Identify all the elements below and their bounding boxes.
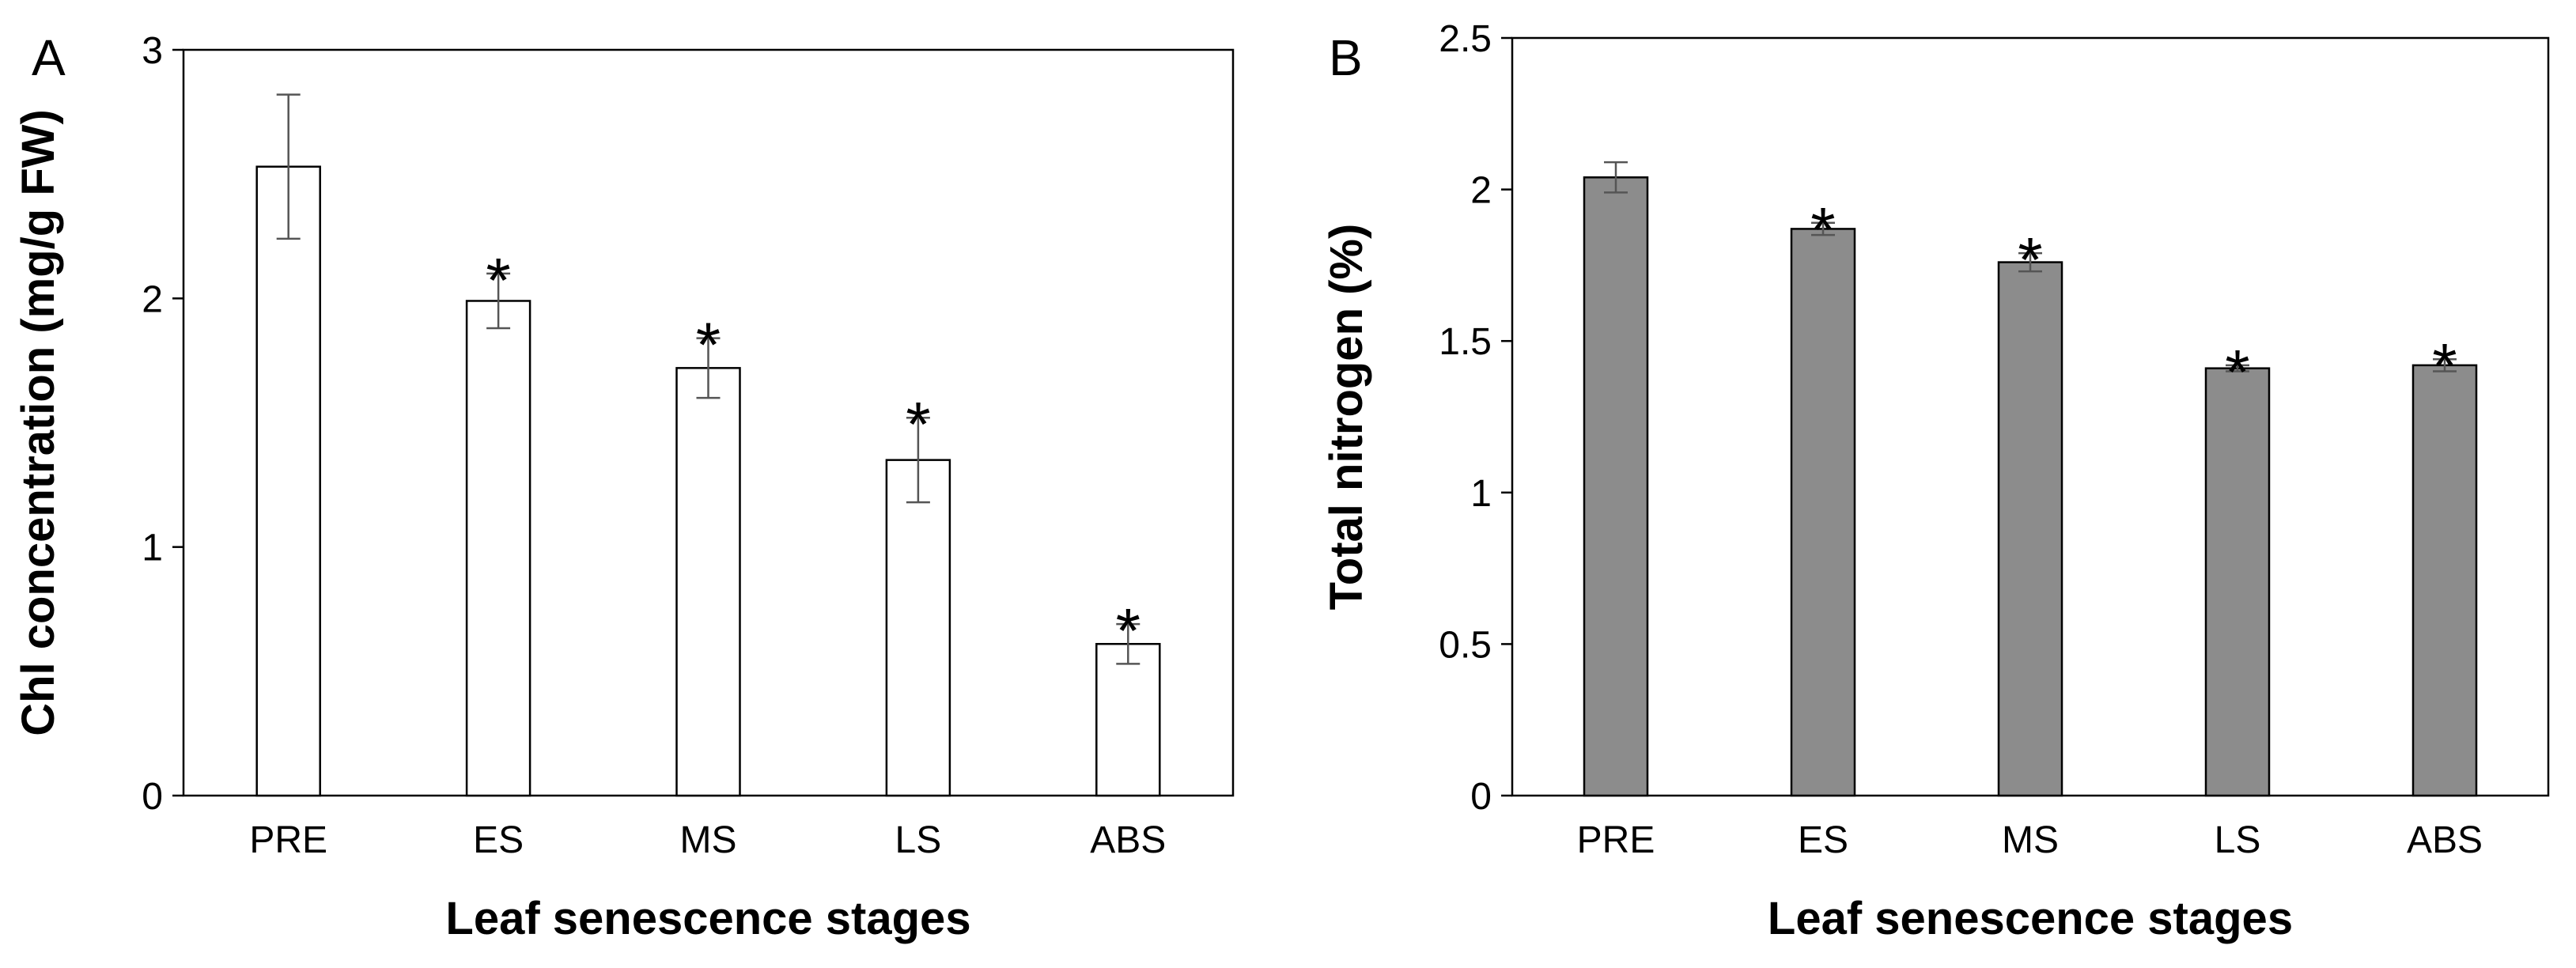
error-bar-pre — [276, 93, 301, 240]
x-axis-title: Leaf senescence stages — [1768, 893, 2293, 944]
bar-pre — [1583, 176, 1649, 797]
error-bar-ms — [696, 337, 721, 399]
error-bar-es — [486, 272, 511, 330]
x-tick-label: ES — [1798, 819, 1848, 861]
significance-marker: * — [2225, 337, 2249, 407]
y-tick-label: 2 — [1470, 170, 1492, 212]
y-tick-label: 1 — [142, 527, 163, 569]
bar-es — [465, 300, 531, 797]
significance-marker: * — [696, 310, 721, 380]
x-tick-label: PRE — [249, 819, 327, 861]
panel-label: A — [32, 29, 66, 86]
error-bar-ls — [2226, 364, 2249, 372]
chart-panel-b: 0 0.5 1 1.5 2 2.5 PRE ES * MS * LS * ABS * Leaf senesce… — [1321, 18, 2550, 944]
significance-marker: * — [1116, 596, 1140, 666]
x-tick-label: LS — [895, 819, 942, 861]
error-bar-abs — [1116, 622, 1140, 665]
y-tick-label: 0 — [1470, 776, 1492, 818]
bar-es — [1790, 228, 1856, 797]
significance-marker: * — [486, 245, 511, 316]
x-tick-label: ABS — [2407, 819, 2483, 861]
bar-abs — [1095, 643, 1161, 797]
chart-panel-a: 0 1 2 3 PRE ES * MS * LS * ABS * Leaf senescence stag… — [13, 29, 1235, 944]
bar-pre — [255, 165, 321, 797]
significance-marker: * — [1810, 195, 1835, 265]
significance-marker: * — [2018, 225, 2042, 295]
y-tick-label: 0 — [142, 776, 163, 818]
bar-abs — [2411, 364, 2478, 797]
error-bar-ls — [906, 416, 930, 504]
x-tick-label: PRE — [1577, 819, 1655, 861]
bar-ms — [1997, 261, 2063, 797]
y-tick-label: 2 — [142, 278, 163, 320]
bar-ls — [885, 459, 951, 797]
y-axis-title: Total nitrogen (%) — [1321, 224, 1372, 611]
y-tick-label: 3 — [142, 30, 163, 72]
error-bar-abs — [2433, 357, 2457, 372]
bar-ms — [675, 367, 741, 797]
bar-ls — [2204, 367, 2271, 797]
x-tick-label: LS — [2215, 819, 2261, 861]
y-tick-label: 1.5 — [1439, 321, 1492, 363]
significance-marker: * — [2432, 331, 2457, 401]
y-axis-title: Chl concentration (mg/g FW) — [13, 109, 64, 736]
panel-label: B — [1329, 29, 1363, 86]
error-bar-pre — [1604, 161, 1628, 194]
error-bar-es — [1811, 221, 1835, 236]
error-bar-ms — [2018, 251, 2042, 273]
x-axis-title: Leaf senescence stages — [445, 893, 970, 944]
y-tick-label: 1 — [1470, 473, 1492, 515]
significance-marker: * — [906, 389, 930, 459]
y-tick-label: 0.5 — [1439, 624, 1492, 666]
x-tick-label: ABS — [1090, 819, 1166, 861]
x-tick-label: MS — [680, 819, 737, 861]
y-tick-label: 2.5 — [1439, 18, 1492, 60]
x-tick-label: ES — [473, 819, 524, 861]
x-tick-label: MS — [2002, 819, 2059, 861]
